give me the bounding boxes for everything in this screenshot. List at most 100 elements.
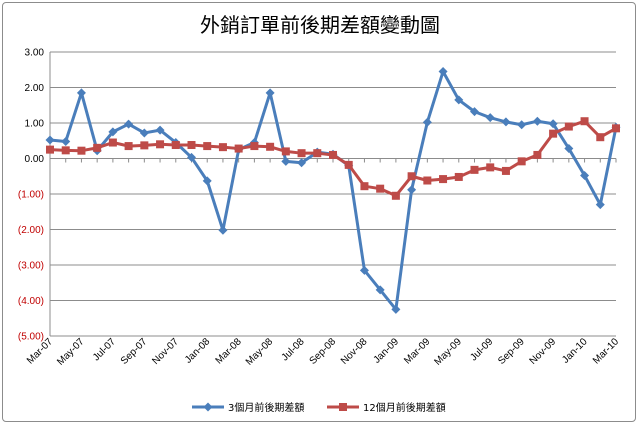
y-tick-label: (1.00) bbox=[18, 190, 44, 201]
y-tick-label: (5.00) bbox=[18, 332, 44, 343]
x-tick-label: Sep-07 bbox=[119, 336, 150, 367]
data-point bbox=[108, 138, 117, 147]
data-point bbox=[517, 120, 527, 130]
data-point bbox=[580, 117, 589, 126]
data-point bbox=[391, 304, 401, 314]
data-point bbox=[202, 176, 212, 186]
data-point bbox=[470, 107, 479, 117]
data-point bbox=[297, 149, 306, 158]
x-tick-label: Sep-08 bbox=[308, 336, 339, 367]
data-point bbox=[187, 141, 196, 150]
chart-title: 外銷訂單前後期差額變動圖 bbox=[200, 13, 440, 37]
x-tick-label: Mar-08 bbox=[214, 336, 244, 366]
data-point bbox=[360, 182, 369, 191]
data-point bbox=[108, 127, 118, 137]
x-tick-label: Jan-09 bbox=[372, 336, 402, 366]
data-point bbox=[265, 88, 275, 98]
legend-label: 3個月前後期差額 bbox=[228, 401, 304, 414]
data-point bbox=[140, 141, 149, 150]
x-tick-label: Jan-10 bbox=[560, 336, 590, 366]
y-tick-label: 1.00 bbox=[25, 119, 45, 130]
legend-marker bbox=[203, 402, 213, 412]
y-tick-label: (4.00) bbox=[18, 296, 44, 307]
data-point bbox=[46, 145, 54, 154]
data-point bbox=[438, 67, 448, 77]
data-point bbox=[612, 124, 620, 133]
data-point bbox=[548, 119, 558, 129]
data-point bbox=[266, 142, 275, 151]
x-tick-label: May-07 bbox=[55, 336, 87, 368]
plot-area bbox=[45, 67, 621, 314]
gridlines bbox=[50, 51, 616, 337]
data-point bbox=[234, 144, 243, 153]
data-point bbox=[124, 142, 133, 151]
data-point bbox=[313, 149, 322, 158]
data-point bbox=[139, 128, 149, 138]
data-point bbox=[344, 160, 353, 169]
data-point bbox=[423, 176, 432, 185]
data-point bbox=[564, 144, 574, 154]
x-tick-label: Nov-07 bbox=[150, 336, 181, 367]
data-point bbox=[407, 185, 417, 195]
data-point bbox=[218, 225, 228, 235]
data-point bbox=[454, 172, 463, 181]
chart-frame bbox=[2, 2, 636, 422]
legend: 3個月前後期差額 12個月前後期差額 bbox=[192, 401, 446, 414]
x-tick-label: Mar-09 bbox=[402, 336, 432, 366]
x-tick-label: Mar-10 bbox=[591, 336, 621, 366]
data-point bbox=[407, 172, 416, 181]
x-tick-label: Nov-08 bbox=[339, 336, 370, 367]
data-point bbox=[281, 147, 290, 156]
data-point bbox=[375, 285, 385, 295]
y-tick-label: (2.00) bbox=[18, 225, 44, 236]
data-point bbox=[76, 88, 86, 98]
y-tick-label: 2.00 bbox=[25, 83, 45, 94]
data-point bbox=[454, 95, 464, 105]
data-point bbox=[532, 116, 542, 126]
series-line bbox=[49, 70, 618, 311]
x-tick-label: May-09 bbox=[433, 336, 465, 368]
data-point bbox=[203, 142, 212, 151]
x-tick-label: May-08 bbox=[244, 336, 276, 368]
data-point bbox=[155, 125, 165, 135]
x-tick-label: Nov-09 bbox=[528, 336, 559, 367]
y-axis: 3.00 2.00 1.00 0.00 (1.00) (2.00) (3.00) (4.00)… bbox=[18, 48, 51, 343]
data-point bbox=[359, 265, 369, 275]
data-point bbox=[439, 175, 448, 184]
data-point bbox=[218, 143, 227, 152]
data-point bbox=[470, 165, 479, 174]
x-tick-label: Jul-09 bbox=[468, 336, 495, 363]
data-point bbox=[61, 136, 71, 146]
y-tick-label: (3.00) bbox=[18, 261, 44, 272]
data-point bbox=[281, 156, 291, 166]
x-tick-label: Jan-08 bbox=[183, 336, 213, 366]
data-point bbox=[549, 129, 558, 138]
y-tick-label: 3.00 bbox=[25, 48, 45, 59]
data-point bbox=[517, 157, 526, 166]
data-point bbox=[171, 141, 180, 150]
data-point bbox=[391, 191, 400, 200]
data-point bbox=[45, 135, 55, 145]
data-point bbox=[596, 133, 605, 142]
data-point bbox=[501, 117, 511, 127]
data-point bbox=[124, 119, 134, 129]
data-point bbox=[93, 143, 102, 152]
x-tick-label: Jul-08 bbox=[280, 336, 307, 363]
legend-marker bbox=[339, 403, 347, 411]
x-tick-label: Jul-07 bbox=[91, 336, 118, 363]
data-point bbox=[595, 200, 605, 210]
data-point bbox=[422, 117, 432, 127]
data-point bbox=[156, 140, 165, 149]
data-point bbox=[77, 146, 86, 155]
data-point bbox=[329, 150, 337, 159]
y-tick-label: 0.00 bbox=[25, 154, 45, 165]
data-point bbox=[486, 163, 495, 172]
data-point bbox=[485, 113, 495, 123]
data-point bbox=[297, 158, 307, 168]
data-point bbox=[376, 184, 385, 193]
x-tick-label: Sep-09 bbox=[496, 336, 527, 367]
data-point bbox=[187, 152, 196, 162]
data-point bbox=[250, 142, 259, 151]
legend-label: 12個月前後期差額 bbox=[363, 401, 446, 414]
